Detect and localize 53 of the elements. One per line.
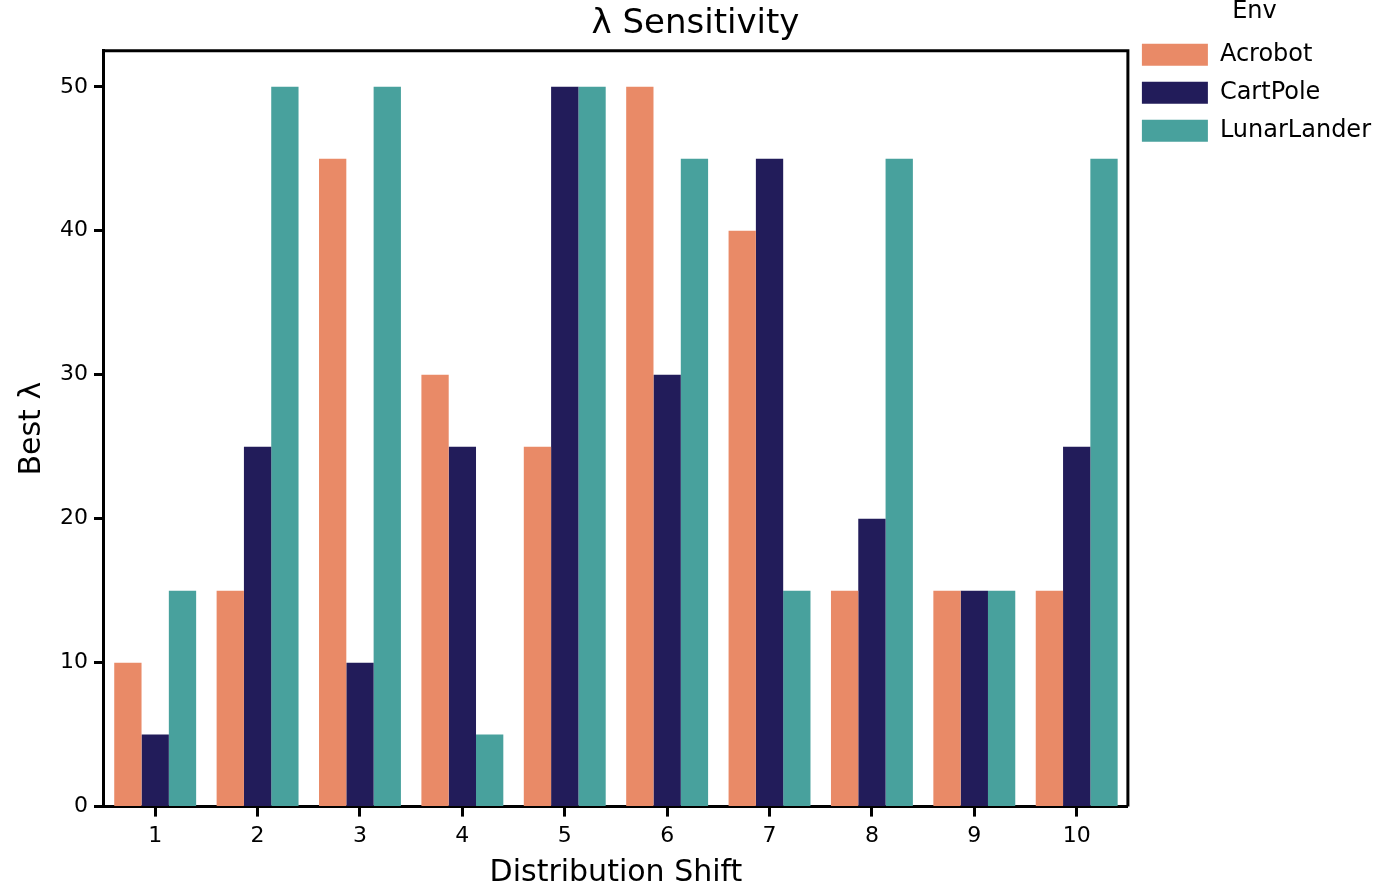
bar xyxy=(421,374,449,807)
chart-title: λ Sensitivity xyxy=(591,1,800,42)
bar xyxy=(626,86,654,807)
x-tick-label: 4 xyxy=(455,821,470,847)
bar xyxy=(1035,590,1064,807)
bar xyxy=(680,158,709,807)
bar xyxy=(476,734,504,807)
y-tick-label: 30 xyxy=(59,360,88,386)
x-axis-title: Distribution Shift xyxy=(489,852,743,888)
legend-label: Acrobot xyxy=(1219,39,1313,68)
bar xyxy=(755,158,784,807)
y-tick-label: 20 xyxy=(59,504,88,530)
bar xyxy=(858,518,886,807)
legend-title: Env xyxy=(1232,0,1277,25)
bar xyxy=(960,590,988,807)
bar xyxy=(933,590,961,807)
x-tick-label: 2 xyxy=(250,821,265,847)
bar xyxy=(523,446,552,807)
bar xyxy=(243,446,272,807)
bar xyxy=(114,662,142,807)
x-tick-label: 6 xyxy=(660,821,675,847)
bar xyxy=(885,158,913,807)
x-tick-label: 8 xyxy=(864,821,879,847)
y-tick-label: 50 xyxy=(59,72,88,98)
bar xyxy=(319,158,347,807)
bar xyxy=(1063,446,1091,807)
x-tick-label: 9 xyxy=(967,821,982,847)
y-tick-label: 10 xyxy=(59,648,88,674)
y-tick-label: 0 xyxy=(73,792,88,818)
x-tick-label: 3 xyxy=(352,821,367,847)
bar xyxy=(551,86,579,807)
x-tick-label: 10 xyxy=(1062,821,1091,847)
bar xyxy=(373,86,401,807)
bar xyxy=(216,590,244,807)
x-tick-label: 5 xyxy=(557,821,572,847)
x-tick-label: 7 xyxy=(762,821,777,847)
bar xyxy=(783,590,811,807)
bar xyxy=(141,734,169,807)
x-tick-label: 1 xyxy=(148,821,163,847)
bar xyxy=(987,590,1016,807)
bar xyxy=(168,590,197,807)
y-tick-label: 40 xyxy=(59,216,88,242)
legend-label: CartPole xyxy=(1219,77,1321,106)
bar xyxy=(653,374,681,807)
bar xyxy=(346,662,374,807)
y-axis-title: Best λ xyxy=(11,381,47,476)
bar xyxy=(271,86,299,807)
bar xyxy=(578,86,606,807)
bar xyxy=(830,590,859,807)
bar xyxy=(728,230,756,807)
bar xyxy=(1090,158,1118,807)
bar xyxy=(448,446,477,807)
legend-label: LunarLander xyxy=(1219,115,1372,144)
